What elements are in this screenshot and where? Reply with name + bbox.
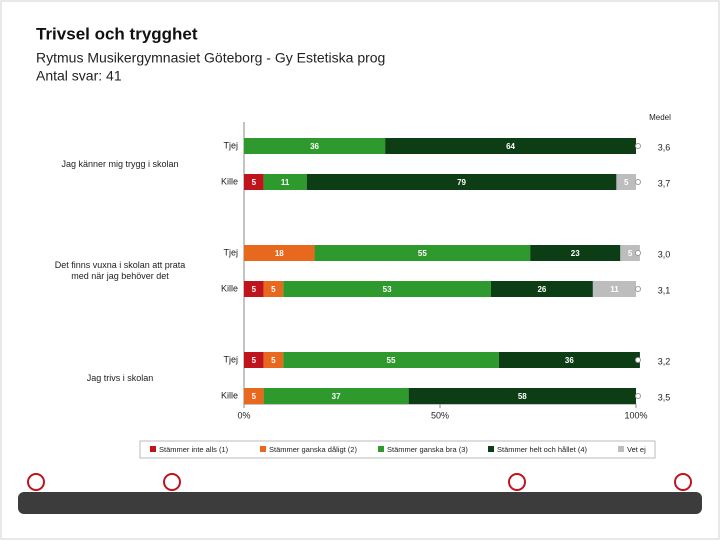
group-label-box: Det finns vuxna i skolan att prata med n… [54,260,186,281]
bar-segment [283,352,499,368]
legend-swatch [260,446,266,452]
bar-segment [244,245,315,261]
value-label: 11 [281,178,290,187]
legend-label: Stämmer ganska bra (3) [387,445,468,454]
value-label: 5 [271,285,276,294]
bar-segment [263,174,307,190]
bar-segment [283,281,491,297]
mean-marker [635,357,641,363]
value-label: 11 [610,285,619,294]
category-label: Tjej [223,247,238,257]
value-label: 55 [387,356,396,365]
value-label: 36 [565,356,574,365]
bar-segment [244,174,264,190]
category-label: Kille [221,176,238,186]
crowd-decoration [18,473,702,514]
legend-label: Stämmer ganska dåligt (2) [269,445,357,454]
bar-segment [498,352,640,368]
legend-swatch [618,446,624,452]
value-label: 5 [624,178,629,187]
mean-label: 3,2 [658,356,671,366]
value-label: 5 [628,249,633,258]
x-tick-label: 50% [431,410,449,420]
bar-segment [263,352,284,368]
mean-marker [635,286,641,292]
bar-segment [244,281,264,297]
legend-box [139,440,656,459]
subtitle: Rytmus Musikergymnasiet Göteborg - Gy Es… [36,50,385,66]
bar-segment [244,352,264,368]
bar-segment [408,388,636,404]
value-label: 58 [518,392,527,401]
bar-segment [314,245,531,261]
value-label: 5 [252,356,257,365]
bar-segment [620,245,640,261]
mean-label: 3,7 [658,178,671,188]
value-label: 5 [252,392,257,401]
note: Antal svar: 41 [36,68,122,84]
mean-header: Medel [649,113,671,122]
value-label: 55 [418,249,427,258]
value-label: 53 [383,285,392,294]
mean-marker [635,143,641,149]
group-label: Det finns vuxna i skolan att prata med n… [54,260,186,281]
group-label: Jag känner mig trygg i skolan [61,158,179,169]
category-label: Kille [221,390,238,400]
bar-segment [306,174,617,190]
mean-label: 3,5 [658,392,671,402]
category-label: Tjej [223,354,238,364]
x-tick-label: 100% [624,410,647,420]
bar-segment [490,281,593,297]
category-label: Kille [221,283,238,293]
value-label: 18 [275,249,284,258]
legend-swatch [150,446,156,452]
bar-segment [244,138,386,154]
value-label: 36 [310,142,319,151]
group-label: Jag trivs i skolan [86,372,154,383]
x-tick-label: 0% [237,410,250,420]
value-label: 5 [252,285,257,294]
group-label-box: Jag känner mig trygg i skolan [61,158,179,169]
value-label: 5 [252,178,257,187]
legend-label: Vet ej [627,445,646,454]
bar-segment [530,245,621,261]
bar-segment [244,388,264,404]
legend-swatch [378,446,384,452]
value-label: 26 [537,285,546,294]
bar-segment [263,388,409,404]
value-label: 37 [332,392,341,401]
mean-marker [635,179,641,185]
bar-segment [616,174,636,190]
value-label: 5 [271,356,276,365]
mean-marker [635,393,641,399]
legend-label: Stämmer helt och hållet (4) [497,445,588,454]
mean-label: 3,0 [658,249,671,259]
value-label: 64 [506,142,515,151]
mean-label: 3,6 [658,142,671,152]
legend-label: Stämmer inte alls (1) [159,445,229,454]
title: Trivsel och trygghet [36,24,198,43]
value-label: 79 [457,178,466,187]
mean-marker [635,250,641,256]
mean-label: 3,1 [658,285,671,295]
bar-segment [592,281,636,297]
bar-segment [385,138,636,154]
group-label-box: Jag trivs i skolan [86,372,154,383]
legend-swatch [488,446,494,452]
category-label: Tjej [223,140,238,150]
bar-segment [263,281,284,297]
value-label: 23 [571,249,580,258]
